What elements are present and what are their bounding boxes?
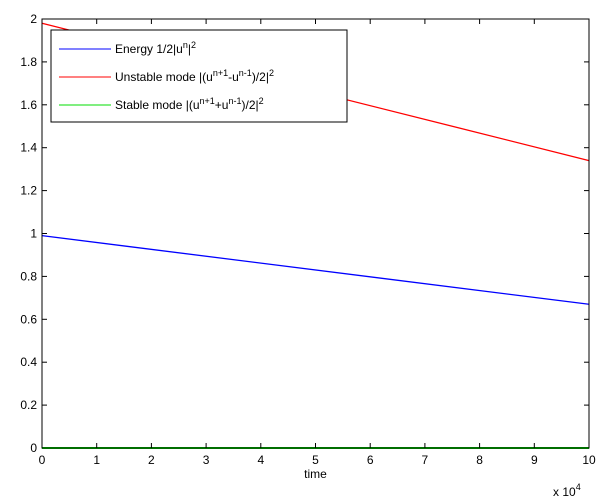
- x-tick-label: 0: [39, 453, 46, 467]
- x-tick-label: 5: [312, 453, 319, 467]
- y-tick-label: 0.2: [20, 398, 37, 412]
- x-multiplier-exponent: 4: [576, 482, 581, 492]
- legend-stable-sup: 2: [259, 96, 264, 106]
- x-multiplier-base: x 10: [553, 485, 576, 499]
- y-tick-label: 1.6: [20, 98, 37, 112]
- y-tick-label: 1.8: [20, 55, 37, 69]
- legend-energy-sup: 2: [191, 40, 196, 50]
- y-tick-label: 0.8: [20, 269, 37, 283]
- legend-stable-part: )/2|: [241, 98, 258, 112]
- legend-unstable-part: Unstable mode |(u: [115, 70, 213, 84]
- legend-entry-unstable: Unstable mode |(un+1-un-1)/2|2: [115, 68, 274, 84]
- y-tick-label: 0: [30, 441, 37, 455]
- x-tick-label: 4: [257, 453, 264, 467]
- legend-unstable-part: )/2|: [252, 70, 269, 84]
- legend-unstable-sup: 2: [269, 68, 274, 78]
- legend-stable-sup: n+1: [200, 96, 215, 106]
- x-tick-label: 10: [582, 453, 596, 467]
- y-tick-label: 1: [30, 227, 37, 241]
- x-tick-label: 1: [93, 453, 100, 467]
- legend-stable-sup: n-1: [228, 96, 241, 106]
- legend-box: [50, 29, 348, 123]
- legend-unstable-part: -u: [228, 70, 239, 84]
- legend-entry-energy: Energy 1/2|un|2: [115, 40, 196, 56]
- y-tick-label: 1.2: [20, 184, 37, 198]
- legend-stable-part: +u: [215, 98, 229, 112]
- x-tick-label: 2: [148, 453, 155, 467]
- x-tick-label: 7: [422, 453, 429, 467]
- tick-labels: 0 1 2 3 4 5 6 7 8 9 10 0 0.2 0.4 0.6 0.8 1 1.2 1.4 1.6 1.8 2: [20, 12, 596, 467]
- x-axis-label: time: [304, 467, 327, 481]
- x-axis-multiplier: x 104: [553, 482, 581, 499]
- x-tick-label: 3: [203, 453, 210, 467]
- legend: Energy 1/2|un|2 Unstable mode |(un+1-un-…: [50, 29, 348, 123]
- legend-energy-part: |: [188, 42, 191, 56]
- legend-unstable-sup: n-1: [239, 68, 252, 78]
- y-tick-label: 0.4: [20, 355, 37, 369]
- x-tick-label: 9: [531, 453, 538, 467]
- y-tick-label: 0.6: [20, 312, 37, 326]
- x-tick-label: 6: [367, 453, 374, 467]
- legend-unstable-sup: n+1: [213, 68, 228, 78]
- series-line-energy: [41, 235, 590, 305]
- y-tick-label: 1.4: [20, 141, 37, 155]
- legend-energy-part: Energy 1/2|u: [115, 42, 183, 56]
- legend-entry-stable: Stable mode |(un+1+un-1)/2|2: [115, 96, 264, 112]
- legend-energy-sup: n: [183, 40, 188, 50]
- legend-stable-part: Stable mode |(u: [115, 98, 200, 112]
- x-tick-label: 8: [476, 453, 483, 467]
- ticks: [41, 18, 590, 449]
- y-tick-label: 2: [30, 12, 37, 26]
